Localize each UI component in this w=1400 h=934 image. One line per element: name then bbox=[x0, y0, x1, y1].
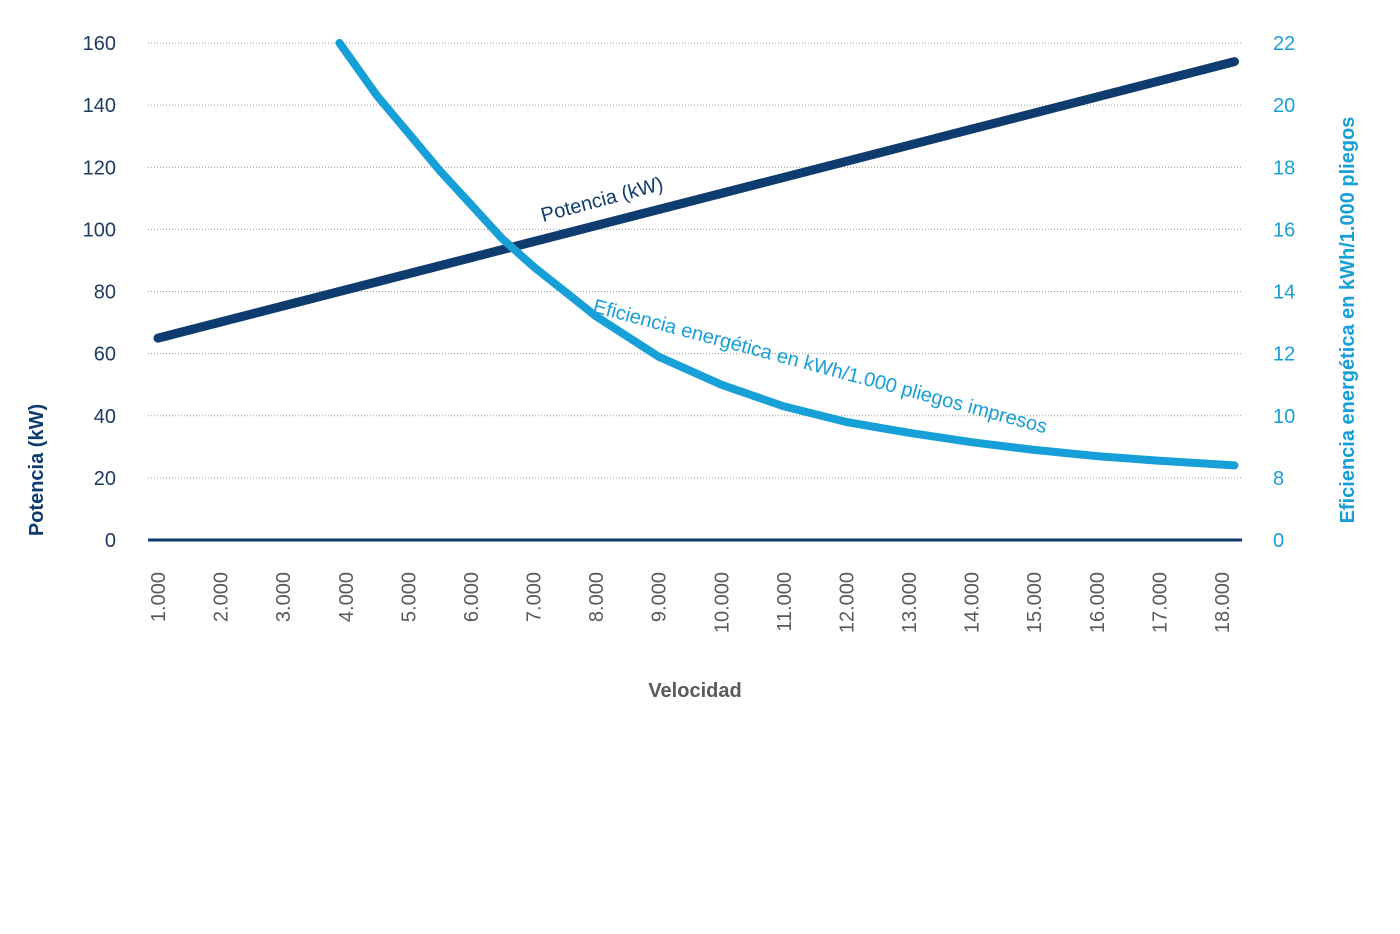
right-tick-label: 16 bbox=[1273, 219, 1295, 241]
left-tick-label: 80 bbox=[94, 282, 116, 304]
x-tick-label: 9.000 bbox=[649, 572, 671, 622]
x-tick-label: 18.000 bbox=[1212, 572, 1234, 633]
left-tick-label: 60 bbox=[94, 344, 116, 366]
x-tick-label: 10.000 bbox=[711, 572, 733, 633]
x-tick-label: 4.000 bbox=[336, 572, 358, 622]
right-tick-label: 8 bbox=[1273, 468, 1284, 490]
x-tick-label: 2.000 bbox=[211, 572, 233, 622]
grid-lines bbox=[148, 42, 1242, 479]
right-tick-label: 22 bbox=[1273, 33, 1295, 55]
left-axis-ticks: 0 20 40 60 80 100 120 140 160 bbox=[83, 33, 116, 552]
x-tick-label: 3.000 bbox=[273, 572, 295, 622]
right-tick-label: 10 bbox=[1273, 406, 1295, 428]
x-axis-title: Velocidad bbox=[648, 680, 741, 702]
series-label-power: Potencia (kW) bbox=[539, 173, 666, 227]
x-tick-label: 17.000 bbox=[1149, 572, 1171, 633]
right-tick-label: 18 bbox=[1273, 157, 1295, 179]
x-tick-label: 1.000 bbox=[148, 572, 170, 622]
left-tick-label: 20 bbox=[94, 468, 116, 490]
x-tick-label: 16.000 bbox=[1087, 572, 1109, 633]
x-tick-label: 15.000 bbox=[1024, 572, 1046, 633]
right-tick-label: 14 bbox=[1273, 282, 1295, 304]
left-tick-label: 0 bbox=[105, 530, 116, 552]
x-tick-label: 12.000 bbox=[836, 572, 858, 633]
right-tick-label: 20 bbox=[1273, 95, 1295, 117]
right-tick-label: 12 bbox=[1273, 344, 1295, 366]
power-line bbox=[153, 57, 1239, 343]
x-tick-label: 13.000 bbox=[899, 572, 921, 633]
left-tick-label: 160 bbox=[83, 33, 116, 55]
x-tick-label: 14.000 bbox=[962, 572, 984, 633]
x-tick-label: 6.000 bbox=[461, 572, 483, 622]
right-tick-label: 0 bbox=[1273, 530, 1284, 552]
x-tick-label: 7.000 bbox=[524, 572, 546, 622]
efficiency-curve bbox=[335, 39, 1239, 470]
x-tick-label: 5.000 bbox=[398, 572, 420, 622]
right-axis-ticks: 0 8 10 12 14 16 18 20 22 bbox=[1273, 33, 1295, 552]
left-tick-label: 140 bbox=[83, 95, 116, 117]
x-tick-label: 11.000 bbox=[774, 572, 796, 632]
series-lines bbox=[153, 39, 1239, 470]
left-tick-label: 120 bbox=[83, 157, 116, 179]
left-tick-label: 40 bbox=[94, 406, 116, 428]
left-axis-title: Potencia (kW) bbox=[26, 404, 48, 536]
x-axis-ticks: 1.000 2.000 3.000 4.000 5.000 6.000 7.000 8.000… bbox=[148, 572, 1234, 633]
right-axis-title: Eficiencia energética en kWh/1.000 plieg… bbox=[1337, 117, 1359, 524]
left-tick-label: 100 bbox=[83, 219, 116, 241]
x-tick-label: 8.000 bbox=[586, 572, 608, 622]
